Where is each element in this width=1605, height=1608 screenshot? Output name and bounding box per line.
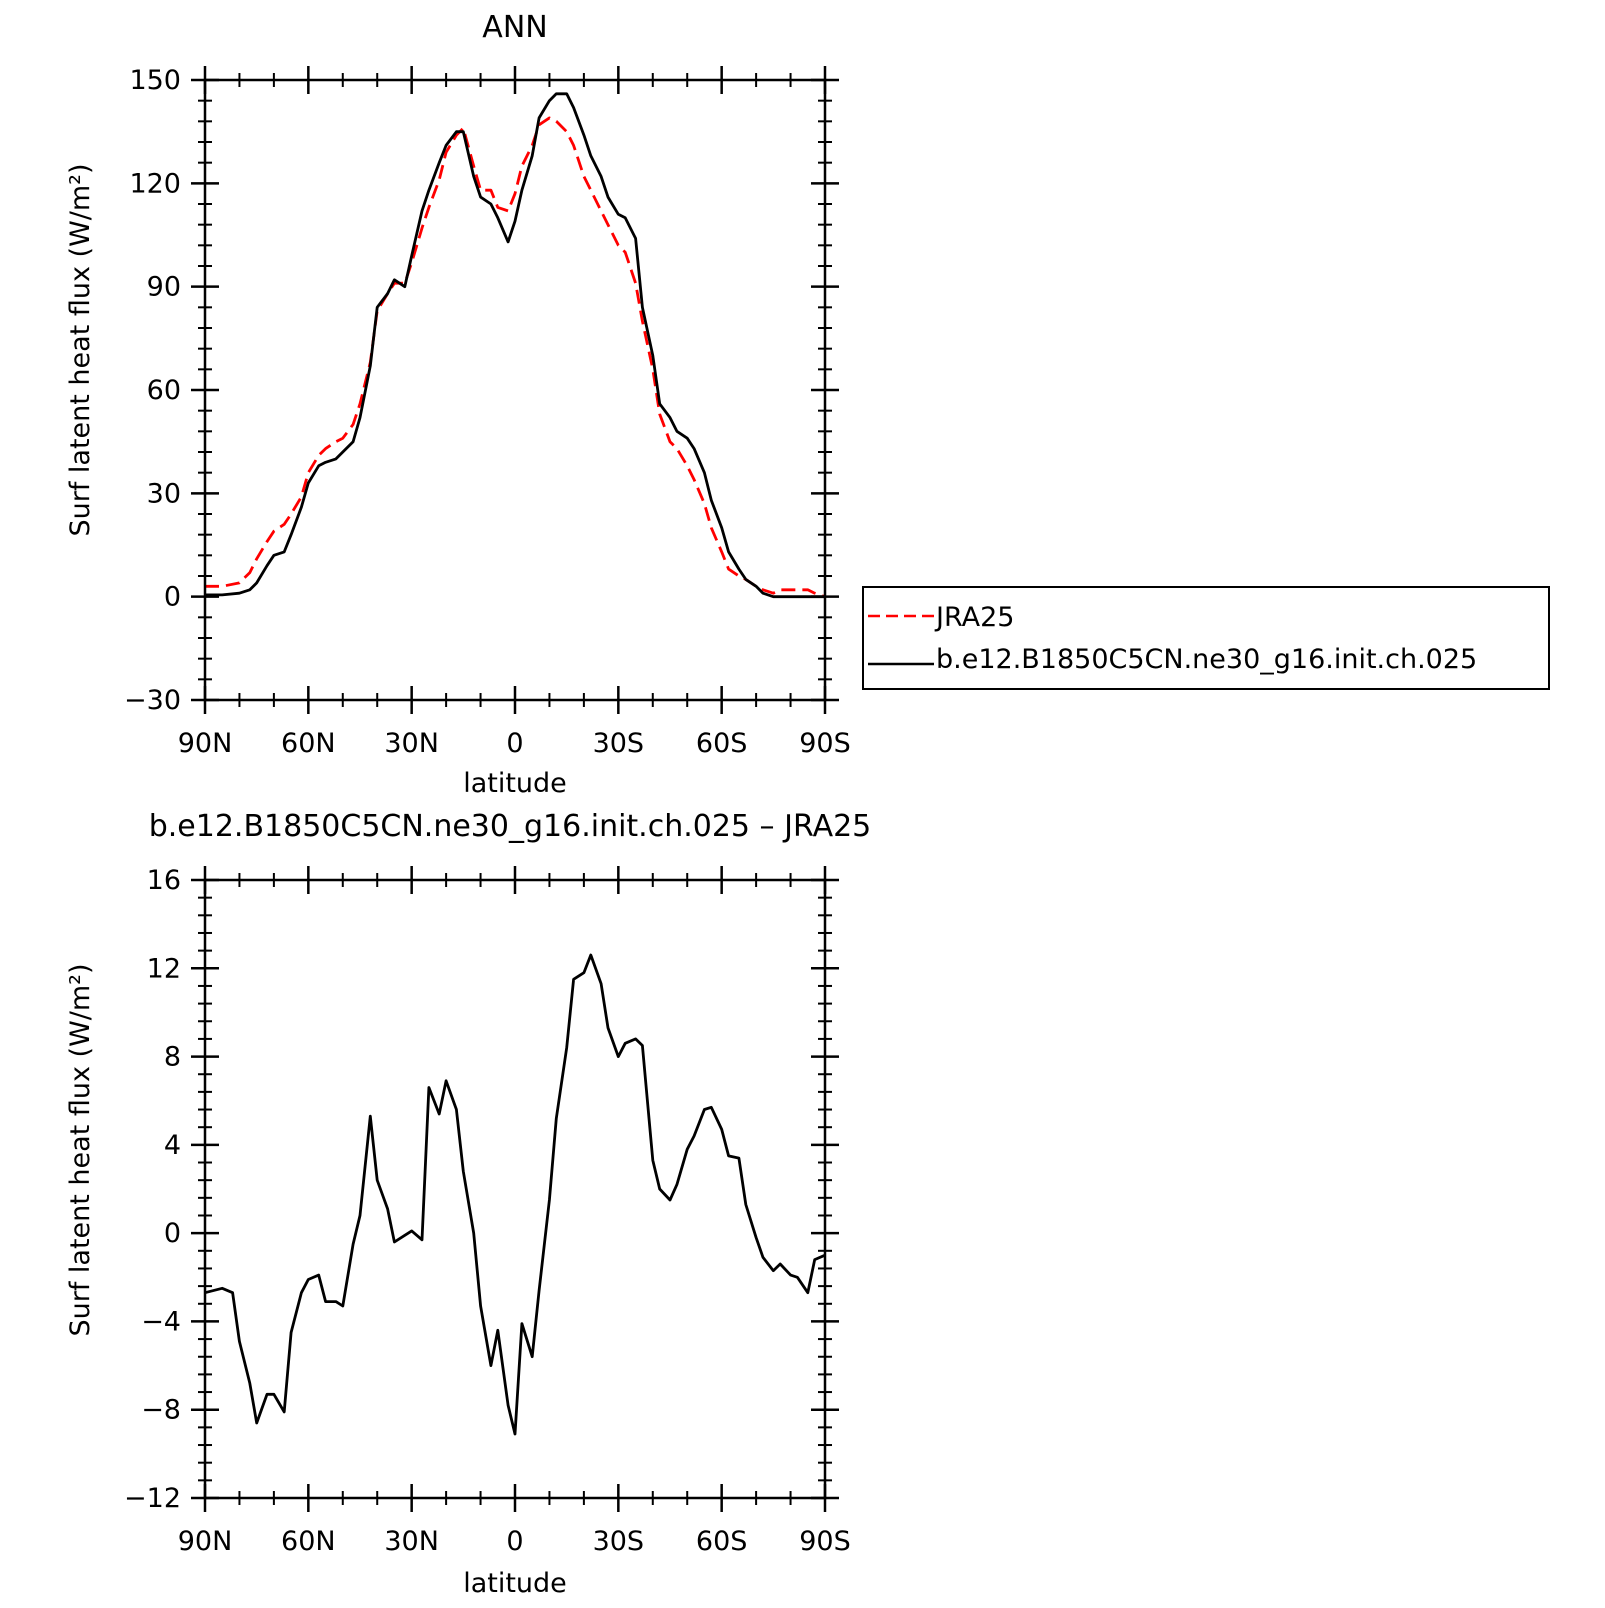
legend-label-jra25: JRA25 [934, 602, 1014, 633]
x-tick-label: 30N [384, 728, 439, 759]
bottom-panel-ylabel: Surf latent heat flux (W/m²) [65, 963, 96, 1336]
top-panel: ANN latitude Surf latent heat flux (W/m²… [65, 10, 851, 799]
y-tick-label: 60 [147, 375, 181, 406]
x-tick-label: 60S [696, 1526, 748, 1557]
y-tick-label: 8 [164, 1042, 181, 1073]
y-tick-label: −30 [124, 685, 181, 716]
top-panel-plot-frame [203, 78, 827, 702]
y-tick-label: −12 [124, 1483, 181, 1514]
legend-label-model: b.e12.B1850C5CN.ne30_g16.init.ch.025 [936, 644, 1477, 675]
x-tick-label: 30S [593, 1526, 645, 1557]
y-tick-label: 120 [129, 168, 181, 199]
top-panel-title: ANN [482, 10, 547, 45]
top-panel-tick-labels: −30 0 30 60 90 120 150 90N 60N 30N 0 30S 60S 90S [124, 65, 851, 759]
x-tick-label: 0 [506, 728, 523, 759]
series-line-jra25 [205, 116, 826, 599]
y-tick-label: 0 [164, 1218, 181, 1249]
x-tick-label: 30N [384, 1526, 439, 1557]
bottom-panel-title: b.e12.B1850C5CN.ne30_g16.init.ch.025 – J… [149, 809, 872, 844]
series-line-model [205, 92, 825, 599]
x-tick-label: 60N [281, 1526, 336, 1557]
bottom-panel-series [204, 953, 826, 1436]
y-tick-label: 30 [147, 478, 181, 509]
x-tick-label: 90N [178, 1526, 233, 1557]
bottom-panel-tick-labels: −12 −8 −4 0 4 8 12 16 90N 60N 30N 0 30S 60S 90S [124, 865, 851, 1557]
x-tick-label: 90S [799, 1526, 851, 1557]
series-line-difference [204, 953, 826, 1436]
y-tick-label: 12 [147, 953, 181, 984]
y-tick-label: 90 [147, 272, 181, 303]
x-tick-label: 60N [281, 728, 336, 759]
y-tick-label: 16 [147, 865, 181, 896]
top-panel-series [205, 92, 826, 599]
legend-frame [862, 586, 1550, 690]
bottom-panel-xlabel: latitude [463, 1568, 567, 1599]
top-panel-ticks [191, 66, 839, 714]
x-tick-label: 0 [506, 1526, 523, 1557]
y-tick-label: 0 [164, 582, 181, 613]
top-panel-ylabel: Surf latent heat flux (W/m²) [65, 163, 96, 536]
x-tick-label: 90N [178, 728, 233, 759]
x-tick-label: 60S [696, 728, 748, 759]
bottom-panel: b.e12.B1850C5CN.ne30_g16.init.ch.025 – J… [65, 809, 871, 1599]
y-tick-label: −4 [141, 1306, 181, 1337]
top-panel-xlabel: latitude [463, 768, 567, 799]
legend: JRA25 b.e12.B1850C5CN.ne30_g16.init.ch.0… [862, 586, 1550, 690]
x-tick-label: 30S [593, 728, 645, 759]
y-tick-label: 150 [129, 65, 181, 96]
x-tick-label: 90S [799, 728, 851, 759]
y-tick-label: 4 [164, 1130, 181, 1161]
y-tick-label: −8 [141, 1395, 181, 1426]
bottom-panel-plot-frame [203, 878, 827, 1500]
